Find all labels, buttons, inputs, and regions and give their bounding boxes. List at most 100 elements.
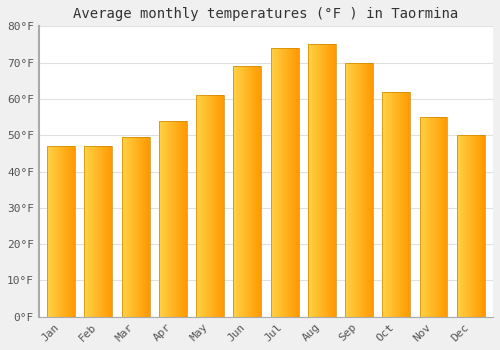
Bar [139, 137, 140, 317]
Bar [130, 137, 131, 317]
Bar [104, 146, 105, 317]
Bar [328, 44, 329, 317]
Bar [220, 95, 222, 317]
Bar [465, 135, 466, 317]
Bar [429, 117, 430, 317]
Bar [101, 146, 102, 317]
Bar [234, 66, 235, 317]
Bar [472, 135, 473, 317]
Bar [178, 121, 179, 317]
Bar [335, 44, 336, 317]
Bar [146, 137, 147, 317]
Bar [105, 146, 106, 317]
Bar [464, 135, 465, 317]
Bar [126, 137, 127, 317]
Bar [236, 66, 238, 317]
Bar [216, 95, 217, 317]
Bar [446, 117, 447, 317]
Bar [99, 146, 100, 317]
Bar [461, 135, 462, 317]
Bar [409, 92, 410, 317]
Bar [432, 117, 433, 317]
Bar [163, 121, 164, 317]
Bar [382, 92, 410, 317]
Bar [474, 135, 475, 317]
Bar [184, 121, 185, 317]
Bar [288, 48, 289, 317]
Bar [393, 92, 394, 317]
Bar [135, 137, 136, 317]
Bar [294, 48, 295, 317]
Bar [217, 95, 218, 317]
Bar [279, 48, 280, 317]
Bar [53, 146, 54, 317]
Bar [315, 44, 316, 317]
Bar [422, 117, 423, 317]
Bar [55, 146, 56, 317]
Bar [164, 121, 165, 317]
Bar [136, 137, 138, 317]
Bar [63, 146, 64, 317]
Bar [397, 92, 398, 317]
Bar [213, 95, 214, 317]
Bar [321, 44, 322, 317]
Bar [125, 137, 126, 317]
Bar [186, 121, 187, 317]
Bar [286, 48, 287, 317]
Bar [332, 44, 333, 317]
Bar [481, 135, 482, 317]
Bar [296, 48, 297, 317]
Bar [427, 117, 428, 317]
Bar [270, 48, 298, 317]
Bar [210, 95, 211, 317]
Bar [400, 92, 402, 317]
Bar [385, 92, 386, 317]
Bar [87, 146, 88, 317]
Bar [250, 66, 251, 317]
Bar [108, 146, 109, 317]
Bar [166, 121, 168, 317]
Bar [103, 146, 104, 317]
Bar [402, 92, 403, 317]
Bar [346, 63, 348, 317]
Bar [363, 63, 364, 317]
Bar [159, 121, 187, 317]
Bar [144, 137, 145, 317]
Bar [289, 48, 290, 317]
Bar [84, 146, 112, 317]
Bar [457, 135, 458, 317]
Bar [350, 63, 351, 317]
Bar [148, 137, 149, 317]
Bar [171, 121, 172, 317]
Bar [241, 66, 242, 317]
Bar [365, 63, 366, 317]
Bar [142, 137, 143, 317]
Bar [358, 63, 359, 317]
Bar [345, 63, 346, 317]
Bar [96, 146, 98, 317]
Bar [95, 146, 96, 317]
Bar [434, 117, 435, 317]
Bar [71, 146, 72, 317]
Bar [161, 121, 162, 317]
Bar [308, 44, 309, 317]
Bar [183, 121, 184, 317]
Bar [351, 63, 352, 317]
Bar [145, 137, 146, 317]
Bar [47, 146, 75, 317]
Bar [309, 44, 310, 317]
Bar [442, 117, 443, 317]
Bar [297, 48, 298, 317]
Bar [353, 63, 354, 317]
Bar [175, 121, 176, 317]
Bar [58, 146, 59, 317]
Bar [314, 44, 315, 317]
Bar [211, 95, 212, 317]
Bar [463, 135, 464, 317]
Bar [270, 48, 271, 317]
Bar [280, 48, 281, 317]
Bar [244, 66, 245, 317]
Bar [177, 121, 178, 317]
Bar [234, 66, 262, 317]
Bar [149, 137, 150, 317]
